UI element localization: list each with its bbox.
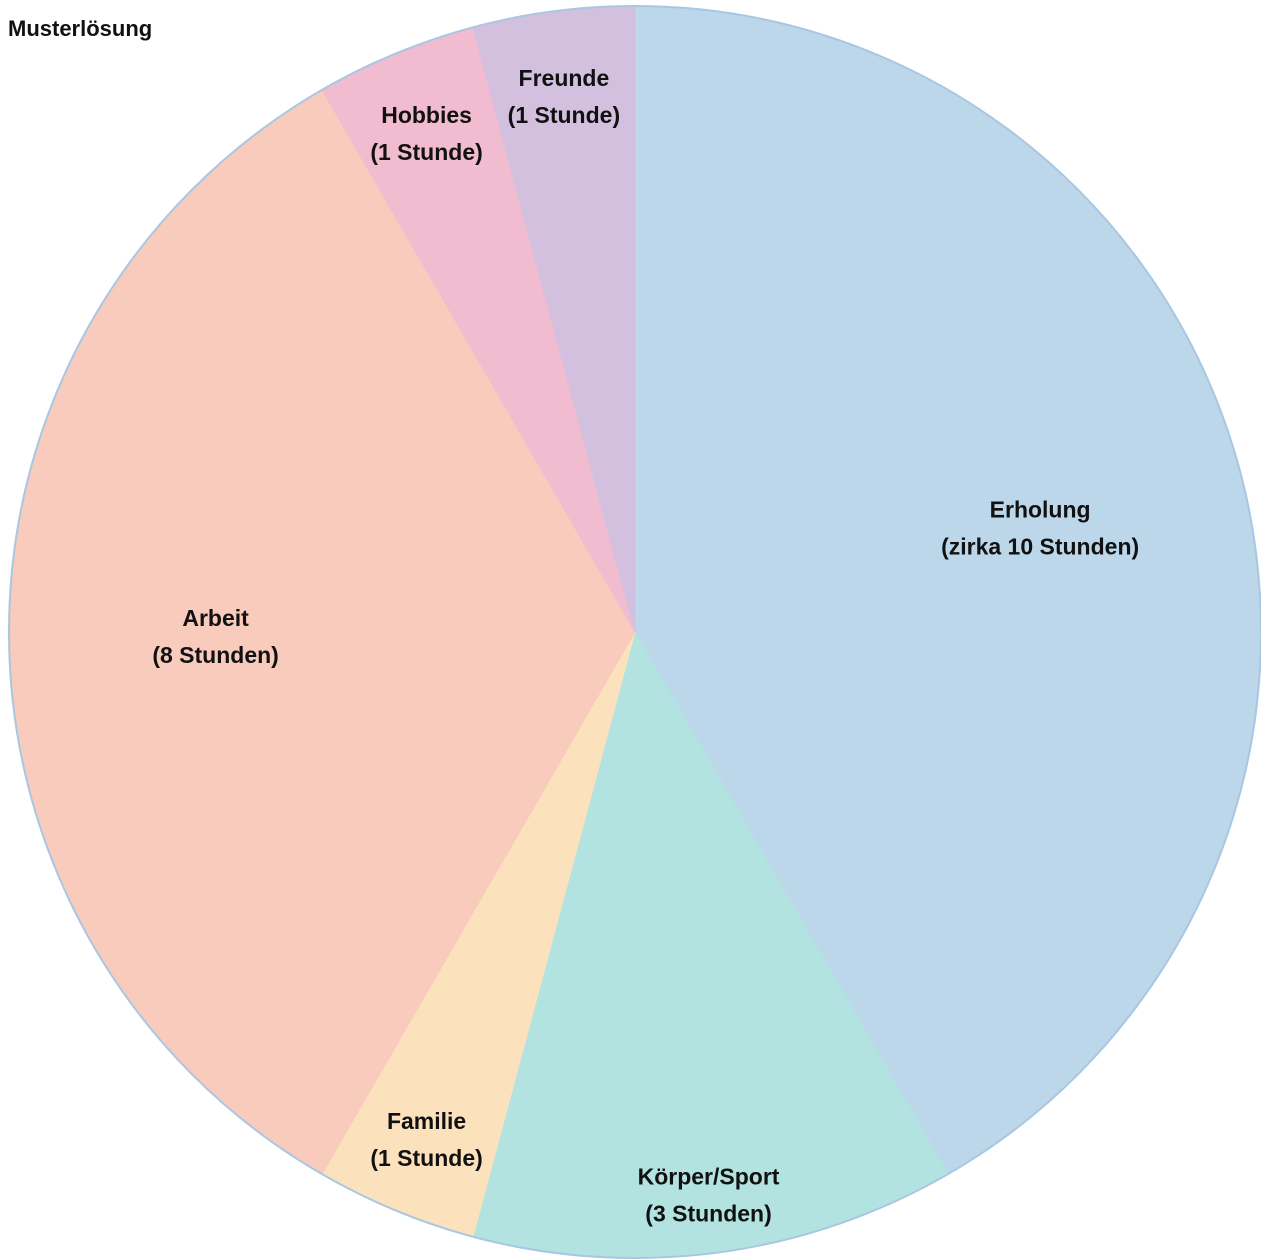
slice-label: Arbeit (8 Stunden): [152, 605, 279, 668]
slice-label-value: (8 Stunden): [152, 642, 279, 668]
slice-label-value: (1 Stunde): [508, 102, 620, 128]
slice-label-value: (3 Stunden): [645, 1201, 772, 1227]
slice-label-value: (zirka 10 Stunden): [941, 533, 1139, 559]
pie-slices: [8, 5, 1261, 1259]
slice-label: Freunde (1 Stunde): [508, 65, 620, 128]
slice-label: Familie (1 Stunde): [370, 1108, 482, 1171]
slice-label-name: Familie: [387, 1108, 466, 1134]
slice-label: Erholung (zirka 10 Stunden): [941, 496, 1139, 559]
slice-label: Hobbies (1 Stunde): [370, 102, 482, 165]
slice-label-name: Arbeit: [182, 605, 249, 631]
pie-labels: Erholung (zirka 10 Stunden) Körper/Sport (3…: [152, 65, 1139, 1227]
slice-label: Körper/Sport (3 Stunden): [638, 1164, 780, 1227]
slice-label-name: Hobbies: [381, 102, 472, 128]
slice-label-name: Erholung: [990, 496, 1091, 522]
slice-label-name: Freunde: [519, 65, 610, 91]
page-title: Musterlösung: [8, 16, 153, 41]
slice-label-value: (1 Stunde): [370, 1145, 482, 1171]
pie-outline: [8, 5, 1261, 1259]
slice-label-name: Körper/Sport: [638, 1164, 780, 1190]
slice-label-value: (1 Stunde): [370, 139, 482, 165]
